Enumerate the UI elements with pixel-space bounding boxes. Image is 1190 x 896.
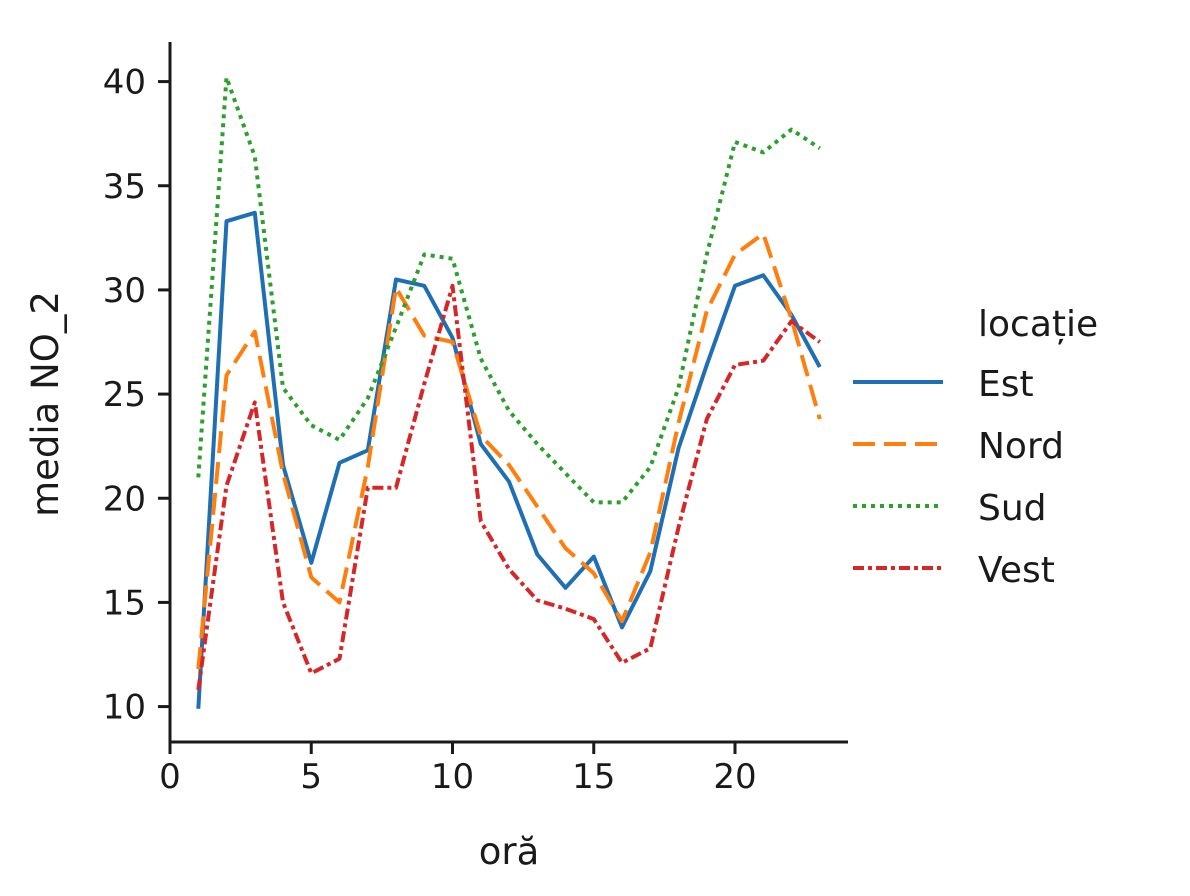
x-tick-label: 15 (572, 757, 615, 797)
axes: 0 5 10 15 20 10 15 20 25 30 35 40 (103, 42, 848, 797)
x-tick-label: 10 (431, 757, 474, 797)
series-line-vest (196, 283, 821, 691)
y-tick-label: 15 (103, 583, 146, 623)
y-tick-label: 25 (103, 375, 146, 415)
y-tick-label: 30 (103, 271, 146, 311)
legend-label-vest: Vest (978, 550, 1055, 591)
y-tick-label: 40 (103, 63, 146, 103)
x-tick-label: 5 (300, 757, 322, 797)
series-lines (196, 75, 822, 709)
x-tick-label: 20 (713, 757, 756, 797)
y-axis-label: media NO_2 (24, 291, 67, 517)
x-tick-label: 0 (159, 757, 181, 797)
legend: locație Est Nord Sud Vest (853, 304, 1098, 591)
y-tick-label: 35 (103, 167, 146, 207)
y-tick-label: 20 (103, 479, 146, 519)
series-line-nord (196, 231, 822, 670)
legend-label-sud: Sud (978, 488, 1047, 529)
legend-label-est: Est (978, 364, 1034, 405)
legend-title: locație (978, 304, 1098, 345)
series-line-est (196, 210, 822, 709)
series-line-sud (196, 75, 821, 505)
y-tick-label: 10 (103, 688, 146, 728)
legend-label-nord: Nord (978, 426, 1064, 467)
x-axis-label: oră (479, 830, 540, 873)
